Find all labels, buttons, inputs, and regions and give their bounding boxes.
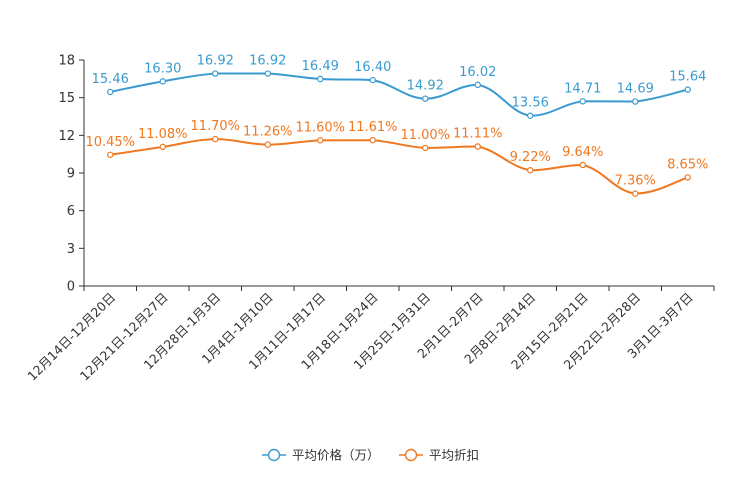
avg-price-data-label: 16.40 — [354, 60, 391, 75]
avg-price-point[interactable] — [423, 96, 428, 101]
avg-discount-data-label: 10.45% — [85, 135, 135, 150]
avg-price-point[interactable] — [685, 87, 690, 92]
avg-discount-data-label: 9.22% — [510, 150, 551, 165]
data-labels: 15.46 16.30 16.92 16.92 16.49 16.40 14.92 16.02… — [85, 54, 708, 189]
avg-discount-point[interactable] — [160, 144, 165, 149]
line-chart: 036912151812月14日-12月20日12月21日-12月27日12月2… — [0, 0, 744, 496]
y-tick-label: 0 — [67, 280, 75, 295]
avg-price-point[interactable] — [108, 89, 113, 94]
avg-discount-point[interactable] — [108, 152, 113, 157]
avg-price-point[interactable] — [318, 76, 323, 81]
avg-price-point[interactable] — [475, 82, 480, 87]
avg-discount-data-label: 8.65% — [667, 157, 708, 172]
axes: 036912151812月14日-12月20日12月21日-12月27日12月2… — [24, 54, 714, 384]
legend[interactable]: 平均价格（万） 平均折扣 — [262, 448, 479, 463]
avg-price-point[interactable] — [370, 77, 375, 82]
avg-price-data-label: 15.64 — [669, 70, 706, 85]
avg-price-data-label: 16.30 — [144, 61, 181, 76]
x-tick-label: 12月21日-12月27日 — [77, 290, 171, 384]
avg-discount-point[interactable] — [475, 144, 480, 149]
avg-price-point[interactable] — [265, 71, 270, 76]
avg-discount-point[interactable] — [265, 142, 270, 147]
legend-item-avg-price[interactable]: 平均价格（万） — [262, 448, 380, 463]
avg-discount-point[interactable] — [633, 191, 638, 196]
avg-price-data-label: 13.56 — [512, 96, 549, 111]
legend-marker-avg-discount — [406, 450, 417, 461]
legend-item-avg-discount[interactable]: 平均折扣 — [399, 448, 479, 463]
avg-price-point[interactable] — [528, 113, 533, 118]
avg-discount-data-label: 11.70% — [190, 119, 240, 134]
y-tick-label: 18 — [58, 54, 75, 69]
avg-discount-data-label: 7.36% — [615, 174, 656, 189]
legend-marker-avg-price — [269, 450, 280, 461]
y-tick-label: 6 — [67, 204, 75, 219]
avg-price-data-label: 14.92 — [407, 79, 444, 94]
avg-discount-data-label: 11.26% — [243, 125, 293, 140]
avg-discount-point[interactable] — [423, 145, 428, 150]
avg-price-point[interactable] — [580, 99, 585, 104]
avg-price-data-label: 14.69 — [617, 82, 654, 97]
avg-discount-point[interactable] — [580, 162, 585, 167]
avg-discount-data-label: 11.11% — [453, 127, 503, 142]
y-tick-label: 9 — [67, 167, 75, 182]
avg-discount-point[interactable] — [528, 168, 533, 173]
avg-price-data-label: 16.92 — [197, 54, 234, 69]
avg-discount-data-label: 11.08% — [138, 127, 188, 142]
avg-discount-data-label: 11.00% — [400, 128, 450, 143]
avg-price-point[interactable] — [633, 99, 638, 104]
avg-price-data-label: 14.71 — [564, 81, 601, 96]
avg-discount-point[interactable] — [685, 175, 690, 180]
avg-price-data-label: 16.02 — [459, 65, 496, 80]
legend-label-avg-discount: 平均折扣 — [429, 448, 479, 463]
avg-price-data-label: 15.46 — [92, 72, 129, 87]
y-tick-label: 12 — [58, 129, 75, 144]
avg-discount-point[interactable] — [370, 138, 375, 143]
avg-discount-data-label: 9.64% — [562, 145, 603, 160]
avg-discount-data-label: 11.60% — [295, 120, 345, 135]
avg-discount-point[interactable] — [318, 138, 323, 143]
avg-discount-point[interactable] — [213, 137, 218, 142]
avg-price-point[interactable] — [160, 79, 165, 84]
avg-price-point[interactable] — [213, 71, 218, 76]
legend-label-avg-price: 平均价格（万） — [292, 448, 380, 463]
avg-discount-data-label: 11.61% — [348, 120, 398, 135]
avg-price-data-label: 16.92 — [249, 54, 286, 69]
x-tick-label: 12月14日-12月20日 — [24, 290, 118, 384]
avg-price-data-label: 16.49 — [302, 59, 339, 74]
y-tick-label: 3 — [67, 242, 75, 257]
y-tick-label: 15 — [58, 91, 75, 106]
